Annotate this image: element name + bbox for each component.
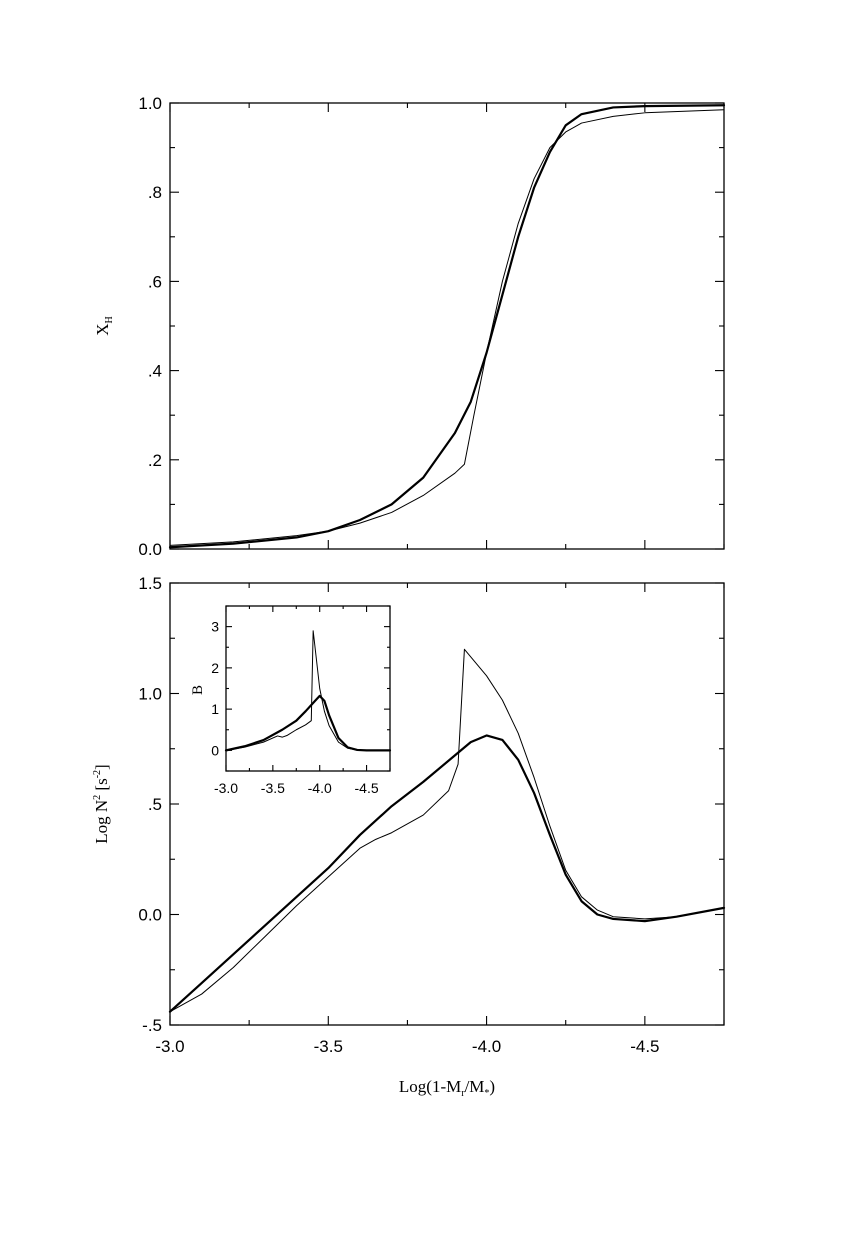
top-curves [168,104,726,549]
bottom-series-thin-line [169,648,725,1013]
top-series-thick-line [168,104,726,549]
bottom-y-tick-label: 1.5 [138,574,162,593]
inset-x-tick-label: -4.5 [355,780,379,796]
top-panel-frame [169,102,725,550]
x-tick-label: -3.5 [314,1037,343,1056]
inset-series-thin-line [225,630,391,751]
inset-y-axis-title: B [190,685,206,695]
inset-y-tick-label: 0 [211,742,219,758]
top-y-tick-label: .6 [148,272,162,291]
top-y-tick-label: 1.0 [138,94,162,113]
bottom-panel: -3.0 -3.5 -4.0 -4.5 -.5 0.0 .5 1.0 1.5 Log N2 [s… [92,574,726,1099]
top-y-tick-label: 0.0 [138,540,162,559]
top-panel: 0.0 .2 .4 .6 .8 1.0 XH [93,94,726,559]
x-tick-label: -3.0 [155,1037,184,1056]
top-y-tick-label: .2 [148,451,162,470]
bottom-y-tick-label: 0.0 [138,906,162,925]
x-tick-label: -4.5 [630,1037,659,1056]
bottom-y-tick-label: .5 [148,795,162,814]
x-tick-label: -4.0 [472,1037,501,1056]
x-axis-title: Log(1-Mr/M*) [399,1077,495,1099]
inset-x-tick-label: -4.0 [308,780,332,796]
top-y-tick-label: .8 [148,183,162,202]
top-series-thin-line [169,109,725,546]
inset-panel: -3.0 -3.5 -4.0 -4.5 0 1 2 3 B [190,605,392,796]
top-y-tick-label: .4 [148,362,162,381]
inset-y-tick-label: 2 [211,660,219,676]
inset-background [226,606,390,771]
inset-y-tick-label: 1 [211,701,219,717]
bottom-ticks: -3.0 -3.5 -4.0 -4.5 -.5 0.0 .5 1.0 1.5 [138,574,725,1056]
bottom-y-tick-label: -.5 [142,1016,162,1035]
bottom-curves [168,648,726,1013]
top-y-axis-title: XH [93,316,115,336]
top-ticks: 0.0 .2 .4 .6 .8 1.0 [138,94,725,559]
inset-curves [224,630,392,752]
bottom-series-thick-line [168,734,726,1013]
inset-x-tick-label: -3.5 [261,780,285,796]
inset-y-tick-label: 3 [211,619,219,635]
bottom-y-tick-label: 1.0 [138,685,162,704]
bottom-y-axis-title: Log N2 [s-2] [92,764,111,843]
inset-ticks: -3.0 -3.5 -4.0 -4.5 0 1 2 3 [211,605,391,796]
inset-x-tick-label: -3.0 [214,780,238,796]
